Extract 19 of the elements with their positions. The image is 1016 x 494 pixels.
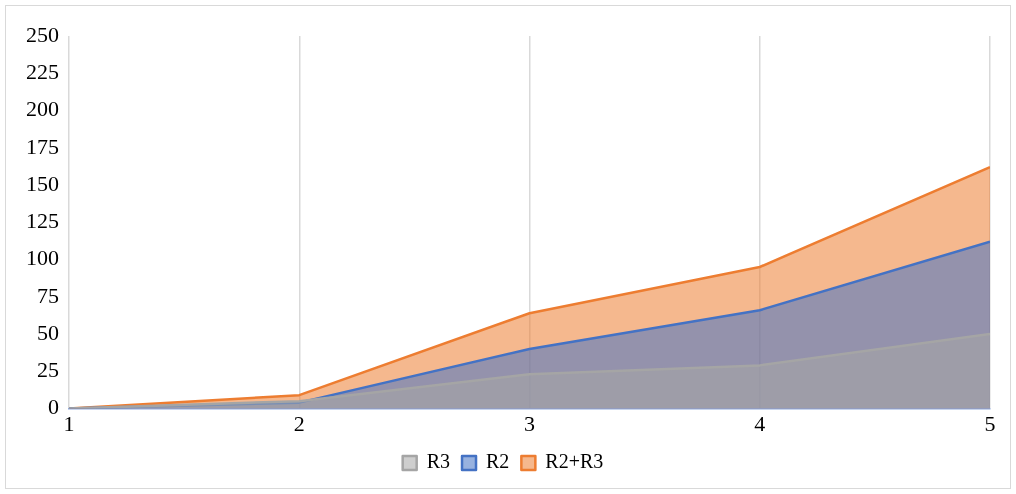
x-tick-label: 5 bbox=[984, 410, 996, 436]
y-tick-label: 0 bbox=[48, 394, 59, 420]
x-tick-label: 4 bbox=[754, 410, 766, 436]
y-tick-label: 25 bbox=[37, 357, 59, 383]
y-tick-label: 200 bbox=[26, 96, 59, 122]
y-tick-label: 175 bbox=[26, 133, 59, 159]
y-tick-label: 50 bbox=[37, 319, 59, 345]
legend-label: R2 bbox=[486, 450, 510, 473]
x-tick-label: 1 bbox=[63, 410, 75, 436]
legend-label: R3 bbox=[426, 450, 451, 473]
y-tick-label: 100 bbox=[26, 245, 59, 271]
y-tick-label: 150 bbox=[26, 170, 59, 196]
y-tick-label: 75 bbox=[37, 282, 59, 308]
x-tick-label: 3 bbox=[524, 410, 535, 436]
legend-label: R2+R3 bbox=[545, 450, 604, 473]
y-tick-label: 125 bbox=[26, 208, 59, 234]
y-tick-label: 225 bbox=[26, 59, 59, 85]
y-tick-label: 250 bbox=[26, 21, 59, 47]
x-tick-label: 2 bbox=[293, 410, 305, 436]
